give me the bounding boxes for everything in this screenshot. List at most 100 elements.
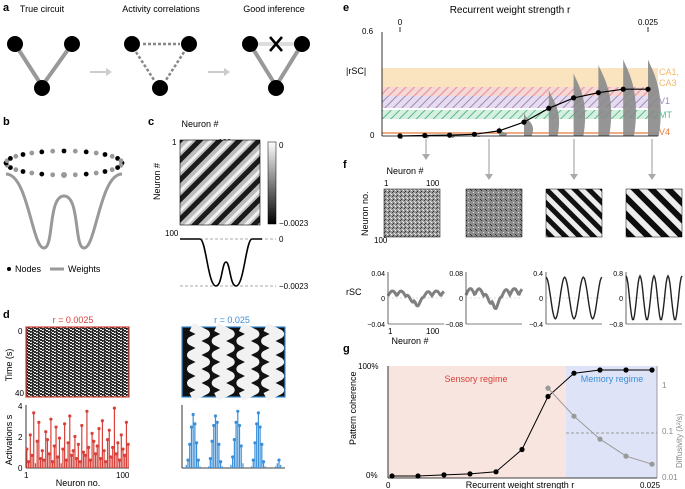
g-x-0: 0 xyxy=(386,481,391,489)
ring-node xyxy=(61,148,67,154)
activation-point xyxy=(277,458,281,462)
connectivity-profile xyxy=(180,238,262,287)
activation-point xyxy=(100,419,104,423)
e-x-min: 0 xyxy=(398,18,403,27)
node xyxy=(152,80,168,96)
ring-node xyxy=(29,170,35,176)
g-right-1: 1 xyxy=(662,381,667,390)
activation-point xyxy=(217,442,221,446)
true-circuit-title: True circuit xyxy=(20,4,65,14)
diffusivity-point xyxy=(571,413,577,419)
activation-point xyxy=(54,425,58,429)
activation-point xyxy=(25,447,29,451)
region-ca1: CA1, xyxy=(659,67,679,77)
diffusivity-point xyxy=(545,385,551,391)
activation-point xyxy=(210,439,214,443)
f-neuron-side-label: Neuron no. xyxy=(360,191,370,236)
activation-point xyxy=(80,423,84,428)
weights-legend-label: Weights xyxy=(68,264,101,274)
activation-point xyxy=(38,456,43,461)
panel-d-letter: d xyxy=(3,309,10,321)
activation-point xyxy=(88,458,92,462)
f-scale-bottom: −0.08 xyxy=(445,322,463,329)
f-scale-bottom: −0.8 xyxy=(609,322,623,329)
rsc-label: rSC xyxy=(346,287,362,297)
activation-point xyxy=(194,441,199,445)
g-series xyxy=(389,367,655,479)
activation-point xyxy=(255,422,259,426)
activation-point xyxy=(83,453,87,457)
g-x-max: 0.025 xyxy=(640,481,661,489)
diffusivity-point xyxy=(623,453,629,459)
region-v1: V1 xyxy=(659,96,670,106)
mean-rsc-point xyxy=(571,95,577,101)
panel-e: e Recurrent weight strength r 0 0.025 |r… xyxy=(343,2,679,180)
activation-point xyxy=(116,441,120,445)
activity-bump xyxy=(236,322,260,402)
ring-node xyxy=(102,169,108,174)
activation-point xyxy=(45,438,50,442)
activation-point xyxy=(261,460,266,464)
rsc-profile xyxy=(464,287,524,311)
connectivity-matrix xyxy=(179,139,261,226)
neuron-axis-label: Neuron no. xyxy=(56,478,101,488)
ring-node xyxy=(29,150,35,156)
activation-point xyxy=(188,442,192,446)
mean-rsc-point xyxy=(521,119,527,125)
activation-point xyxy=(56,455,60,459)
ring-node xyxy=(7,156,13,161)
raster-high-r xyxy=(181,322,286,402)
time-0: 0 xyxy=(18,327,23,336)
f-tick-100-y: 100 xyxy=(374,236,388,245)
activation-point xyxy=(47,452,51,456)
g-right-001: 0.01 xyxy=(662,473,678,482)
f-scale-top: 0.4 xyxy=(533,271,543,278)
f-scale-zero: 0 xyxy=(539,296,543,303)
rsc-histogram xyxy=(598,64,612,136)
activation-point xyxy=(260,442,264,446)
g-right-01: 0.1 xyxy=(662,427,674,436)
coherence-point xyxy=(649,367,655,373)
neuron-100: 100 xyxy=(116,471,130,480)
f-scale-zero: 0 xyxy=(459,296,463,303)
ring-node xyxy=(115,165,120,171)
ring-node xyxy=(93,170,99,176)
f-scale-zero: 0 xyxy=(381,296,385,303)
ring-node xyxy=(109,153,115,159)
ring-node xyxy=(50,172,56,178)
mean-rsc-point xyxy=(422,132,428,139)
activation-point xyxy=(63,422,67,426)
activation-point xyxy=(97,427,101,431)
arrow-a1 xyxy=(90,68,112,76)
panel-a-letter: a xyxy=(3,2,10,14)
v1-band xyxy=(382,96,658,108)
activation-point xyxy=(191,412,195,417)
nodes-legend-label: Nodes xyxy=(15,264,42,274)
activation-bars-low-r xyxy=(25,406,130,468)
mean-rsc-point xyxy=(496,128,502,134)
mean-rsc-point xyxy=(620,86,626,92)
weight-strength-label: Recurrent weight strength r xyxy=(450,5,571,16)
g-y-0: 0% xyxy=(366,471,378,480)
activation-point xyxy=(102,449,106,453)
activity-bump xyxy=(211,322,235,402)
coherence-point xyxy=(545,393,551,400)
activation-point xyxy=(232,438,236,442)
correlation-matrix-3 xyxy=(545,188,603,238)
node xyxy=(7,36,23,52)
act-tick-0: 0 xyxy=(18,464,23,473)
coherence-point xyxy=(389,473,395,479)
activation-point xyxy=(61,447,65,451)
activation-point xyxy=(73,434,77,439)
activation-point xyxy=(236,409,240,413)
mean-rsc-point xyxy=(471,131,477,137)
correlation-matrix-4 xyxy=(625,188,683,238)
activation-point xyxy=(99,456,103,461)
activation-point xyxy=(28,433,32,437)
activation-point xyxy=(231,455,235,459)
f-tick-100-x: 100 xyxy=(426,179,440,188)
neuron-1: 1 xyxy=(24,471,29,480)
panel-g: g Sensory regime Memory regime 100% 0% P… xyxy=(343,343,684,489)
correlation-matrix-1 xyxy=(383,188,441,238)
